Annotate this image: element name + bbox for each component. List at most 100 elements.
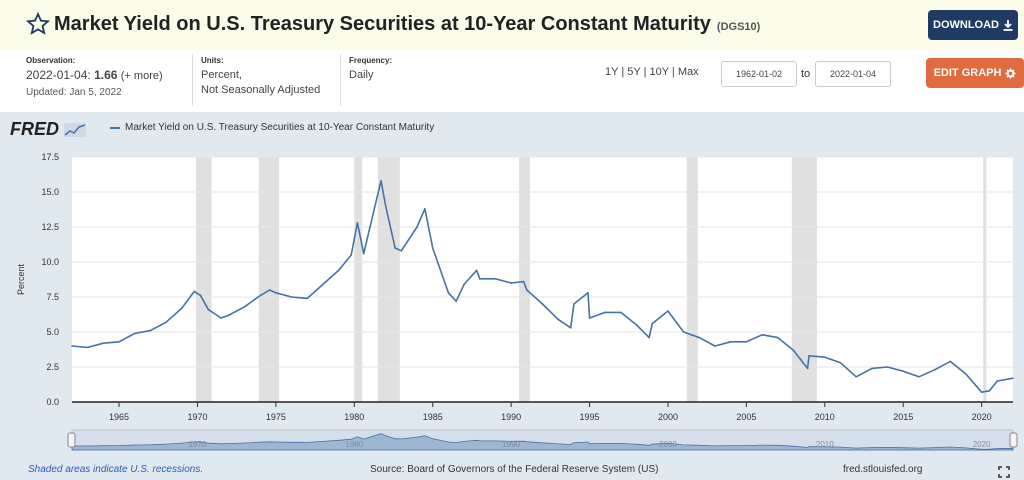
units-label: Units: — [201, 56, 224, 65]
x-tick-label: 1985 — [423, 412, 443, 422]
data-point — [424, 208, 426, 210]
x-tick-label: 1990 — [501, 412, 521, 422]
data-point — [228, 314, 230, 316]
fullscreen-icon[interactable] — [998, 466, 1010, 478]
data-point — [478, 278, 481, 280]
x-tick-label: 2010 — [815, 412, 835, 422]
data-point — [149, 329, 152, 332]
page-title: Market Yield on U.S. Treasury Securities… — [54, 13, 760, 36]
start-date-input[interactable]: 1962-01-02 — [721, 61, 797, 87]
observation-line: 2022-01-04: 1.66 (+ more) — [26, 68, 186, 84]
data-point — [431, 247, 434, 249]
star-icon[interactable] — [26, 12, 50, 36]
data-point — [394, 247, 396, 249]
data-point — [475, 269, 478, 272]
divider — [192, 54, 193, 106]
data-point — [792, 349, 795, 351]
data-point — [698, 336, 701, 339]
data-point — [522, 280, 525, 283]
data-point — [824, 356, 826, 358]
page-title-text: Market Yield on U.S. Treasury Securities… — [54, 13, 711, 35]
data-point — [369, 226, 371, 228]
data-point — [808, 355, 810, 357]
data-point — [243, 306, 246, 308]
data-point — [306, 297, 309, 300]
data-point — [165, 321, 167, 323]
range-max[interactable]: Max — [677, 66, 699, 78]
x-tick-label: 1995 — [580, 412, 600, 422]
y-tick-label: 2.5 — [46, 362, 59, 372]
recession-band — [258, 157, 280, 402]
data-point — [996, 380, 999, 382]
data-point — [988, 390, 991, 392]
data-point — [102, 342, 105, 344]
data-point — [729, 341, 732, 343]
units-value: Percent, Not Seasonally Adjusted — [201, 68, 341, 98]
data-point — [604, 311, 607, 314]
recession-band — [195, 157, 212, 402]
edit-graph-button[interactable]: EDIT GRAPH — [926, 58, 1024, 88]
title-bar: Market Yield on U.S. Treasury Securities… — [0, 0, 1024, 50]
frequency-value: Daily — [349, 69, 374, 81]
data-point — [356, 222, 359, 224]
recession-band — [354, 157, 363, 402]
data-point — [569, 327, 572, 329]
navigator-series — [71, 433, 1014, 451]
range-5y[interactable]: 5Y — [627, 66, 641, 78]
data-point — [86, 346, 89, 349]
end-date-input[interactable]: 2022-01-04 — [815, 61, 891, 87]
edit-graph-label: EDIT GRAPH — [933, 67, 1002, 79]
data-point — [588, 317, 591, 319]
data-point — [933, 369, 936, 371]
fred-logo[interactable]: FRED — [10, 119, 87, 140]
data-point — [1012, 377, 1014, 379]
data-point — [494, 278, 497, 280]
data-point — [918, 376, 920, 378]
data-point — [322, 283, 324, 286]
navigator-label: 1990 — [502, 440, 520, 449]
range-10y[interactable]: 10Y — [649, 66, 669, 78]
legend-swatch — [110, 126, 120, 129]
data-point — [133, 332, 136, 335]
data-point — [651, 322, 654, 325]
observation-block: Observation: 2022-01-04: 1.66 (+ more) U… — [26, 56, 186, 106]
data-point — [949, 360, 952, 363]
download-button[interactable]: DOWNLOAD — [928, 10, 1018, 40]
units-line-1: Percent, — [201, 69, 242, 81]
y-tick-label: 0.0 — [46, 397, 59, 407]
recession-note: Shaded areas indicate U.S. recessions. — [28, 464, 204, 475]
data-point — [620, 311, 622, 314]
data-point — [902, 370, 905, 372]
data-point — [118, 341, 120, 343]
navigator-label: 2020 — [973, 440, 991, 449]
data-point — [350, 254, 352, 256]
fred-logo-graph-icon — [64, 123, 87, 138]
recession-band — [518, 157, 530, 402]
y-tick-label: 12.5 — [41, 222, 59, 232]
navigator-handle-left[interactable] — [67, 432, 76, 448]
data-point — [180, 307, 183, 309]
navigator-handle-right[interactable] — [1009, 432, 1018, 448]
site-link[interactable]: fred.stlouisfed.org — [843, 464, 923, 475]
data-point — [667, 310, 669, 312]
data-point — [193, 290, 196, 293]
data-point — [557, 318, 559, 321]
data-point — [886, 366, 889, 368]
y-tick-label: 17.5 — [41, 152, 59, 162]
data-point — [980, 391, 983, 393]
recession-band — [686, 157, 698, 402]
data-point — [337, 269, 340, 272]
observation-date: 2022-01-04: — [26, 68, 91, 82]
data-point — [268, 289, 271, 291]
x-tick-label: 2005 — [736, 412, 756, 422]
range-1y[interactable]: 1Y — [605, 66, 619, 78]
data-point — [380, 180, 382, 182]
divider — [340, 54, 341, 106]
observation-more-link[interactable]: (+ more) — [120, 70, 163, 82]
y-tick-label: 15.0 — [41, 187, 59, 197]
updated-date: Updated: Jan 5, 2022 — [26, 87, 122, 98]
chart-svg: 0.0 2.5 5.0 7.5 10.0 12.5 15.0 17.5 1965 1970 1975… — [16, 152, 1018, 451]
recession-band — [377, 157, 400, 402]
fred-logo-text: FRED — [10, 119, 59, 139]
units-block: Units: Percent, Not Seasonally Adjusted — [201, 56, 341, 106]
